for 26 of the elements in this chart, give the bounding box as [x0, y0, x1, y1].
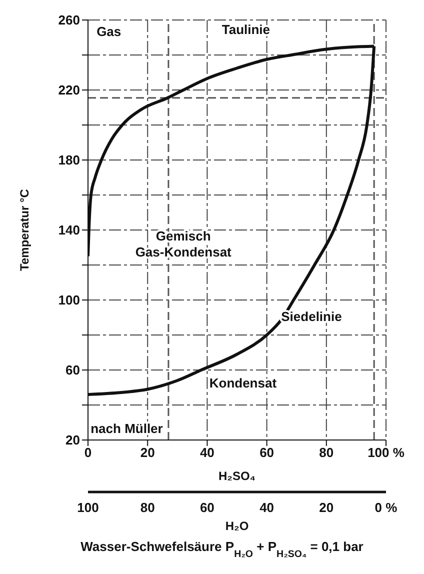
- annotation: nach Müller: [90, 421, 163, 436]
- x2-tick-label: 100: [77, 500, 99, 515]
- x2-tick-label: 0 %: [374, 500, 398, 515]
- x-tick-label: 20: [140, 445, 155, 460]
- y-tick-label: 60: [66, 362, 80, 378]
- y-tick-label: 180: [58, 152, 80, 168]
- annotation: Taulinie: [222, 22, 270, 37]
- annotation: Gas: [96, 24, 122, 39]
- x2-tick-label: 60: [200, 500, 214, 515]
- y-tick-label: 140: [58, 222, 80, 238]
- x-tick-label: 100 %: [368, 445, 405, 460]
- x2-tick-label: 20: [319, 500, 334, 515]
- x-tick-label: 80: [319, 445, 334, 460]
- x-tick-label: 40: [200, 445, 214, 460]
- text: Wasser-Schwefelsäure P$_{H₂O}$ + P$_{H₂SO₄}$ = 0,1 bar: [80, 539, 364, 560]
- x-tick-label: 0: [84, 445, 92, 460]
- x2-tick-label: 40: [260, 500, 274, 515]
- x2-axis-title: H₂O: [225, 519, 249, 533]
- x-axis-title: H₂SO₄: [218, 469, 256, 483]
- x2-tick-label: 80: [140, 500, 155, 515]
- y-tick-label: 260: [58, 12, 80, 28]
- y-tick-label: 20: [66, 432, 80, 448]
- y-tick-label: 220: [58, 82, 80, 98]
- y-tick-label: 100: [58, 292, 80, 308]
- y-axis-title: Temperatur °C: [17, 188, 32, 271]
- x-tick-label: 60: [260, 445, 274, 460]
